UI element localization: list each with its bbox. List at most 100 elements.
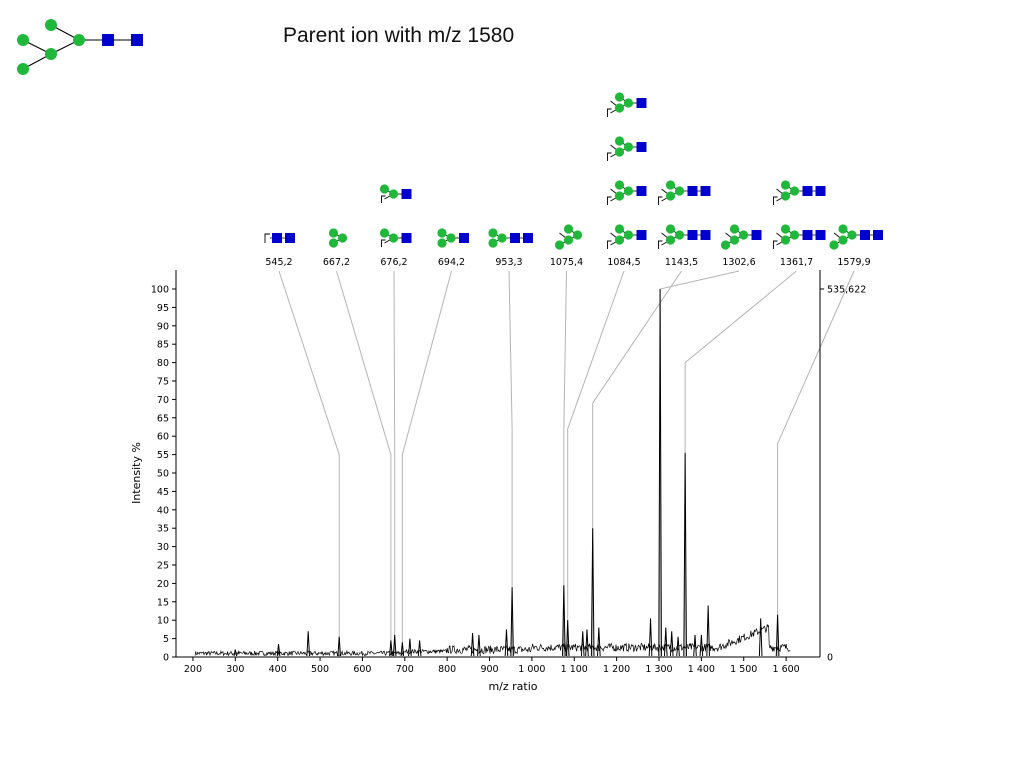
peak [658, 288, 662, 657]
peak [706, 605, 710, 657]
x-tick-label: 200 [184, 664, 202, 675]
y-tick-label: 90 [157, 321, 169, 332]
x-axis-title: m/z ratio [488, 680, 537, 693]
y-tick-label: 40 [157, 505, 169, 516]
peak [392, 634, 397, 657]
peak [663, 627, 668, 657]
y-tick-label: 25 [157, 561, 169, 572]
leader-line [592, 270, 682, 657]
peak [562, 585, 566, 657]
x-tick-label: 300 [226, 664, 244, 675]
peak [306, 631, 310, 657]
x-tick-label: 400 [269, 664, 287, 675]
peak [510, 587, 514, 657]
fragment-glycan-icon [607, 92, 647, 117]
peak [417, 640, 422, 657]
x-tick-label: 1 000 [518, 664, 545, 675]
x-tick-label: 500 [311, 664, 329, 675]
peak [565, 620, 570, 657]
fragment-glycan-icon [607, 136, 647, 161]
peak [585, 629, 589, 657]
peak [669, 631, 674, 657]
fragment-glycan-icon [264, 233, 295, 243]
fragment-label: 545,2 [265, 257, 292, 268]
y-tick-label: 65 [157, 413, 169, 424]
fragment-glycan-icon [379, 184, 412, 203]
fragment-glycan-icon [607, 180, 647, 205]
peak [699, 634, 704, 657]
fragment-glycan-icon [829, 224, 883, 250]
fragment-glycan-icon [658, 180, 711, 205]
leader-line [563, 270, 567, 657]
peak [648, 618, 653, 657]
x-tick-label: 1 200 [603, 664, 630, 675]
fragment-glycan-icon [379, 228, 412, 247]
fragment-glycan-icon [773, 180, 826, 205]
peak [408, 638, 412, 657]
peak [477, 634, 481, 657]
x-tick-label: 700 [396, 664, 414, 675]
y-tick-label: 95 [157, 303, 169, 314]
fragment-glycan-icon [437, 228, 469, 248]
fragment-label: 1143,5 [665, 257, 698, 268]
peak [590, 528, 595, 657]
fragment-glycan-icon [773, 224, 826, 249]
fragment-glycan-icon [488, 228, 533, 248]
fragment-label: 1084,5 [607, 257, 640, 268]
fragment-label: 1579,9 [837, 257, 870, 268]
peak [276, 644, 281, 657]
x-tick-label: 1 500 [730, 664, 757, 675]
fragment-label: 1075,4 [550, 257, 583, 268]
x-tick-label: 1 100 [561, 664, 588, 675]
peak [504, 629, 509, 657]
leader-line [777, 270, 855, 657]
y-tick-label: 75 [157, 377, 169, 388]
fragment-glycan-icon [328, 228, 348, 248]
fragment-label: 953,3 [495, 257, 522, 268]
peak [233, 649, 238, 657]
leader-line [684, 270, 797, 657]
peak [683, 452, 687, 657]
fragment-label: 667,2 [323, 257, 350, 268]
peak [597, 627, 601, 657]
peak [400, 642, 405, 657]
spectrum-trace [194, 624, 791, 657]
leader-line [278, 270, 340, 657]
fragment-label: 1302,6 [722, 257, 755, 268]
leader-line [659, 270, 740, 657]
leader-line [567, 270, 625, 657]
leader-line [336, 270, 392, 657]
y-tick-label: 5 [163, 634, 169, 645]
peak [693, 634, 697, 657]
leader-line [508, 270, 513, 657]
y-tick-label: 80 [157, 358, 169, 369]
fragment-label: 694,2 [438, 257, 465, 268]
fragment-glycans [264, 92, 883, 250]
y-tick-label: 50 [157, 469, 169, 480]
peak [389, 640, 393, 657]
y-tick-label: 15 [157, 597, 169, 608]
fragment-glycan-icon [720, 224, 762, 250]
fragment-label: 1361,7 [780, 257, 813, 268]
fragment-glycan-icon [607, 224, 647, 249]
right-axis-bottom-label: 0 [827, 653, 833, 664]
y-tick-label: 85 [157, 340, 169, 351]
y-tick-label: 20 [157, 579, 169, 590]
y-axis-title: Intensity % [130, 442, 143, 504]
y-tick-label: 60 [157, 432, 169, 443]
y-tick-label: 55 [157, 450, 169, 461]
leader-line [393, 270, 396, 657]
y-tick-label: 100 [151, 285, 169, 296]
peak [676, 636, 680, 657]
fragment-glycan-icon [658, 224, 711, 249]
y-tick-label: 35 [157, 524, 169, 535]
fragment-labels: 545,2 667,2 676,2 694,2 953,3 1075,4 1084,5 114… [265, 257, 870, 268]
chart-axes: 0 5 10 15 20 25 30 35 40 45 50 55 60 65 70 75 80 85 90 95 10… [130, 270, 866, 693]
y-tick-label: 30 [157, 542, 169, 553]
x-tick-label: 800 [438, 664, 456, 675]
page-title: Parent ion with m/z 1580 [283, 24, 515, 47]
x-tick-label: 1 400 [688, 664, 715, 675]
peak [470, 633, 475, 657]
fragment-glycan-icon [554, 224, 583, 250]
y-tick-label: 45 [157, 487, 169, 498]
